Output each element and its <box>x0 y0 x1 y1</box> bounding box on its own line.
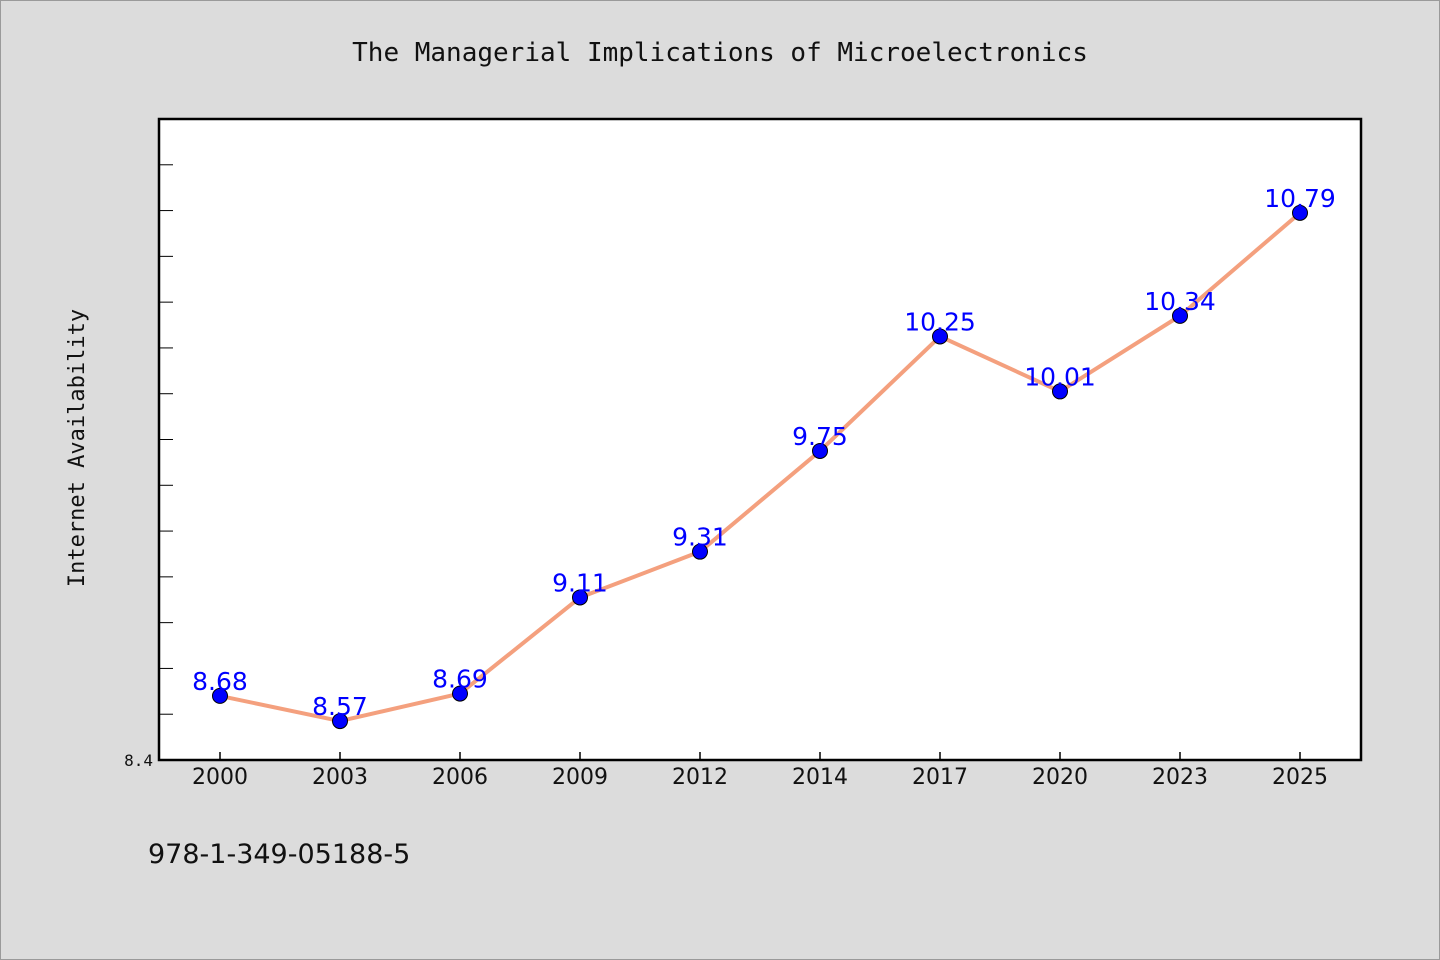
y-tick-label: 8.4 <box>124 751 153 770</box>
x-tick-label: 2006 <box>432 765 488 790</box>
data-point <box>812 442 828 459</box>
x-tick-label: 2012 <box>672 765 728 790</box>
data-point <box>452 685 468 702</box>
data-label: 8.68 <box>192 667 248 696</box>
data-label: 8.69 <box>432 665 488 694</box>
data-label: 10.01 <box>1024 362 1096 391</box>
plot-area <box>159 119 1361 760</box>
data-point <box>692 543 708 560</box>
x-tick-label: 2014 <box>792 765 848 790</box>
axis-ticks: 8.4 2000 2003 2006 2009 2012 2014 2017 2020 2023 2… <box>124 164 1328 790</box>
x-tick-label: 2000 <box>192 765 248 790</box>
x-tick-label: 2025 <box>1272 765 1328 790</box>
y-axis-label: Internet Availability <box>65 309 90 587</box>
data-label: 9.11 <box>552 568 608 597</box>
chart-title: The Managerial Implications of Microelec… <box>352 38 1088 68</box>
data-label: 10.34 <box>1144 287 1216 316</box>
series-group <box>212 204 1308 730</box>
data-point <box>572 589 588 606</box>
data-labels: 8.68 8.57 8.69 9.11 9.31 9.75 10.25 10.01 10.34 1… <box>192 184 1336 721</box>
data-label: 8.57 <box>312 692 368 721</box>
x-tick-label: 2017 <box>912 765 968 790</box>
data-point <box>932 328 948 345</box>
data-label: 10.79 <box>1264 184 1336 213</box>
series-line <box>218 210 1302 724</box>
data-point <box>332 713 348 730</box>
x-tick-label: 2023 <box>1152 765 1208 790</box>
data-point <box>1172 307 1188 324</box>
x-tick-label: 2020 <box>1032 765 1088 790</box>
x-tick-label: 2009 <box>552 765 608 790</box>
data-point <box>212 687 228 704</box>
data-label: 9.75 <box>792 422 848 451</box>
x-tick-label: 2003 <box>312 765 368 790</box>
isbn-text: 978-1-349-05188-5 <box>148 839 410 870</box>
data-point <box>1292 204 1308 221</box>
data-label: 9.31 <box>672 523 728 552</box>
data-point <box>1052 383 1068 400</box>
plot-border <box>157 117 1363 762</box>
data-label: 10.25 <box>904 307 976 336</box>
